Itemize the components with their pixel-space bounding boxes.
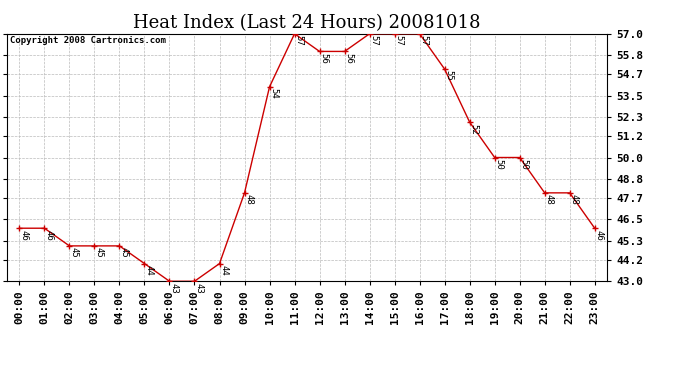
- Text: 45: 45: [94, 247, 103, 258]
- Text: 57: 57: [369, 35, 378, 46]
- Text: 48: 48: [244, 194, 253, 205]
- Text: 46: 46: [19, 230, 28, 240]
- Text: 46: 46: [44, 230, 53, 240]
- Text: 55: 55: [444, 70, 453, 81]
- Text: 46: 46: [594, 230, 603, 240]
- Text: 56: 56: [319, 53, 328, 64]
- Text: 57: 57: [394, 35, 403, 46]
- Text: 56: 56: [344, 53, 353, 64]
- Text: 43: 43: [194, 283, 203, 293]
- Text: 44: 44: [219, 265, 228, 276]
- Text: 52: 52: [469, 123, 478, 134]
- Title: Heat Index (Last 24 Hours) 20081018: Heat Index (Last 24 Hours) 20081018: [133, 14, 481, 32]
- Text: 50: 50: [520, 159, 529, 170]
- Text: 48: 48: [569, 194, 578, 205]
- Text: Copyright 2008 Cartronics.com: Copyright 2008 Cartronics.com: [10, 36, 166, 45]
- Text: 50: 50: [494, 159, 503, 170]
- Text: 43: 43: [169, 283, 178, 293]
- Text: 57: 57: [294, 35, 303, 46]
- Text: 57: 57: [420, 35, 428, 46]
- Text: 54: 54: [269, 88, 278, 99]
- Text: 45: 45: [69, 247, 78, 258]
- Text: 48: 48: [544, 194, 553, 205]
- Text: 44: 44: [144, 265, 153, 276]
- Text: 45: 45: [119, 247, 128, 258]
